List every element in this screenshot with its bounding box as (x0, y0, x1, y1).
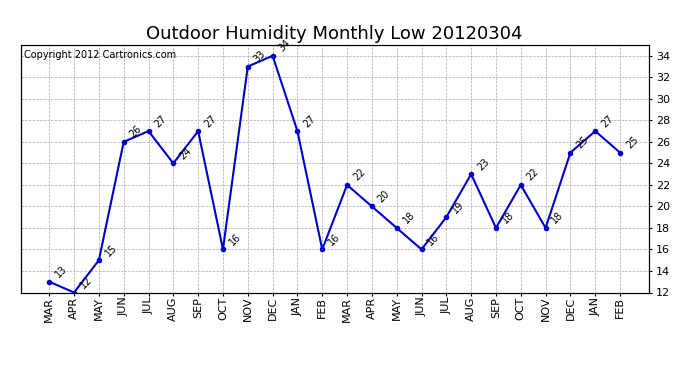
Text: 13: 13 (53, 264, 69, 280)
Text: 33: 33 (252, 49, 268, 64)
Text: 26: 26 (128, 124, 144, 140)
Text: 22: 22 (525, 167, 541, 183)
Text: 19: 19 (451, 199, 466, 215)
Text: Copyright 2012 Cartronics.com: Copyright 2012 Cartronics.com (24, 50, 176, 60)
Text: 16: 16 (426, 231, 442, 247)
Text: 16: 16 (326, 231, 342, 247)
Text: 27: 27 (600, 113, 615, 129)
Text: 34: 34 (277, 38, 293, 54)
Text: 20: 20 (376, 188, 392, 204)
Text: 23: 23 (475, 156, 491, 172)
Text: 25: 25 (624, 135, 640, 150)
Text: 25: 25 (575, 135, 591, 150)
Text: 15: 15 (103, 242, 119, 258)
Text: 12: 12 (78, 274, 94, 290)
Text: 18: 18 (550, 210, 566, 226)
Text: 18: 18 (500, 210, 516, 226)
Title: Outdoor Humidity Monthly Low 20120304: Outdoor Humidity Monthly Low 20120304 (146, 26, 523, 44)
Text: 27: 27 (152, 113, 168, 129)
Text: 16: 16 (227, 231, 243, 247)
Text: 18: 18 (401, 210, 417, 226)
Text: 27: 27 (302, 113, 317, 129)
Text: 24: 24 (177, 146, 193, 161)
Text: 22: 22 (351, 167, 367, 183)
Text: 27: 27 (202, 113, 218, 129)
